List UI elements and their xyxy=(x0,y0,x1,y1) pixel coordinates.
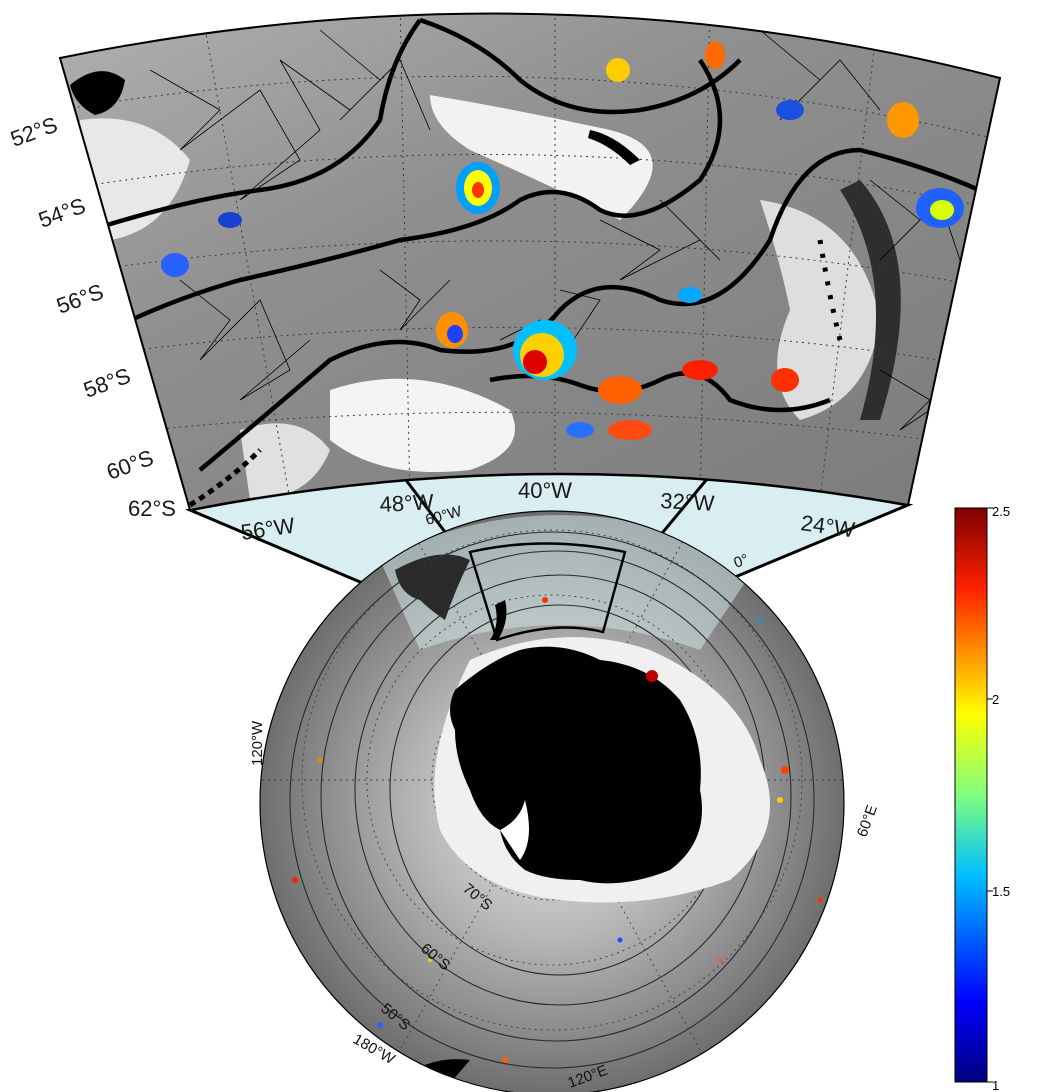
inset-sector-outline xyxy=(468,542,627,642)
inset-frame xyxy=(58,12,1002,512)
polar-map xyxy=(259,510,845,1092)
polar-lon-label: 60°E xyxy=(854,803,881,840)
polar-lon-label: 0° xyxy=(732,551,751,572)
inset-lat-label: 52°S xyxy=(7,112,61,152)
inset-lat-label: 54°S xyxy=(35,193,89,233)
polar-lon-label: 120°W xyxy=(249,720,266,766)
colorbar-gradient xyxy=(954,507,988,1083)
inset-lat-label: 60°S xyxy=(103,445,157,485)
inset-map xyxy=(60,13,1000,510)
inset-lat-label: 62°S xyxy=(128,496,176,521)
inset-lon-labels: 56°W 48°W 40°W 32°W 24°W xyxy=(239,478,856,545)
inset-lon-label: 32°W xyxy=(660,488,716,516)
colorbar-tick-label: 2 xyxy=(992,692,999,707)
polar-map-frame xyxy=(259,510,845,1092)
colorbar-tick-label: 1.5 xyxy=(992,884,1010,899)
inset-lat-label: 56°S xyxy=(53,279,107,319)
colorbar-tick-label: 1 xyxy=(992,1078,999,1092)
inset-lon-label: 48°W xyxy=(379,489,435,517)
inset-lat-label: 58°S xyxy=(80,363,134,403)
colorbar: 2.5 2 1.5 1 xyxy=(954,504,1010,1092)
colorbar-tick-label: 2.5 xyxy=(992,504,1010,519)
inset-lon-label: 40°W xyxy=(518,478,572,503)
